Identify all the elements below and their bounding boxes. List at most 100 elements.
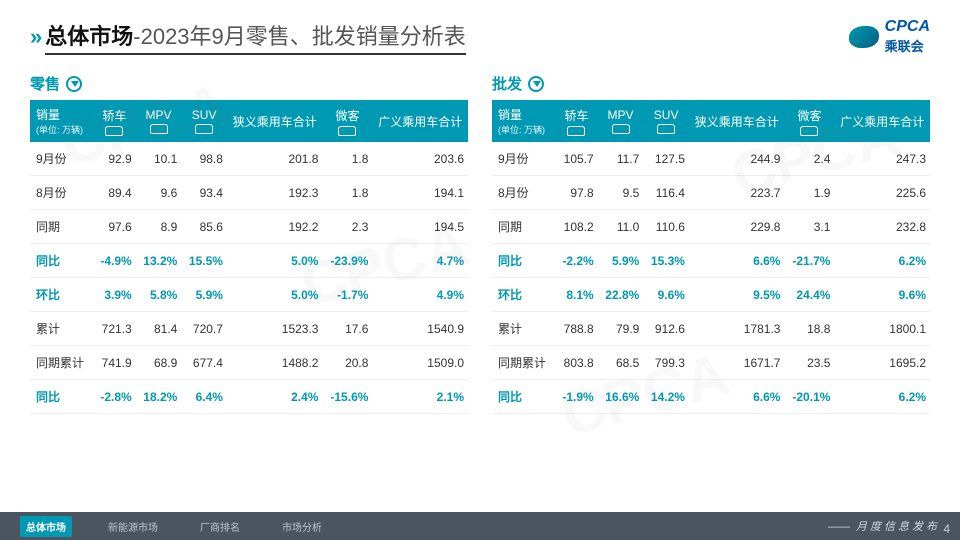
data-cell: -23.9% (322, 244, 372, 278)
column-header: MPV (598, 100, 644, 142)
data-cell: 6.6% (689, 244, 785, 278)
table-row: 同比-2.2%5.9%15.3%6.6%-21.7%6.2% (492, 244, 930, 278)
table-row: 环比3.9%5.8%5.9%5.0%-1.7%4.9% (30, 278, 468, 312)
data-cell: 720.7 (181, 312, 227, 346)
header-unit: 销量(单位: 万辆) (492, 100, 555, 142)
table-row: 累计721.381.4720.71523.317.61540.9 (30, 312, 468, 346)
data-cell: 5.0% (227, 278, 323, 312)
data-cell: 799.3 (643, 346, 689, 380)
car-icon (150, 124, 168, 134)
data-cell: 229.8 (689, 210, 785, 244)
data-cell: 97.8 (555, 176, 598, 210)
data-cell: 10.1 (136, 142, 182, 176)
data-cell: 1540.9 (372, 312, 468, 346)
data-cell: 9.6 (136, 176, 182, 210)
data-cell: 18.8 (784, 312, 834, 346)
row-label: 同比 (30, 244, 93, 278)
footer-bar: 总体市场新能源市场厂商排名市场分析 月度信息发布 (0, 512, 960, 540)
row-label: 同比 (492, 244, 555, 278)
data-cell: 22.8% (598, 278, 644, 312)
column-header: 微客 (322, 100, 372, 142)
car-icon (338, 126, 356, 136)
data-cell: 1781.3 (689, 312, 785, 346)
data-cell: 1671.7 (689, 346, 785, 380)
data-cell: 81.4 (136, 312, 182, 346)
data-cell: 244.9 (689, 142, 785, 176)
row-label: 环比 (30, 278, 93, 312)
table-row: 同期97.68.985.6192.22.3194.5 (30, 210, 468, 244)
cpca-logo-icon (849, 26, 879, 48)
data-cell: 721.3 (93, 312, 136, 346)
nav-tabs: 总体市场 新能源市场 厂商排名 市场分析 (20, 516, 328, 537)
brand-logo: CPCA 乘联会 (849, 18, 930, 55)
row-label: 同比 (30, 380, 93, 414)
data-cell: 89.4 (93, 176, 136, 210)
data-cell: 5.8% (136, 278, 182, 312)
data-cell: 225.6 (834, 176, 930, 210)
header-unit: 销量(单位: 万辆) (30, 100, 93, 142)
table-row: 8月份89.49.693.4192.31.8194.1 (30, 176, 468, 210)
nav-tab[interactable]: 厂商排名 (194, 516, 246, 537)
data-cell: -1.7% (322, 278, 372, 312)
data-cell: 5.0% (227, 244, 323, 278)
data-cell: 6.6% (689, 380, 785, 414)
data-cell: 3.1 (784, 210, 834, 244)
data-cell: 127.5 (643, 142, 689, 176)
wholesale-panel: 批发 销量(单位: 万辆)轿车MPVSUV狭义乘用车合计微客广义乘用车合计9月份… (492, 73, 930, 414)
data-cell: 13.2% (136, 244, 182, 278)
column-header: SUV (643, 100, 689, 142)
data-cell: 788.8 (555, 312, 598, 346)
data-cell: 23.5 (784, 346, 834, 380)
panel-title: 批发 (492, 73, 930, 94)
data-cell: 2.4% (227, 380, 323, 414)
data-cell: 11.0 (598, 210, 644, 244)
logo-text: CPCA (885, 18, 930, 36)
data-cell: -21.7% (784, 244, 834, 278)
data-cell: 6.2% (834, 380, 930, 414)
data-cell: 2.1% (372, 380, 468, 414)
data-cell: 14.2% (643, 380, 689, 414)
page-title: 总体市场-2023年9月零售、批发销量分析表 (45, 19, 466, 55)
car-icon (800, 126, 818, 136)
data-cell: 1523.3 (227, 312, 323, 346)
data-cell: 4.7% (372, 244, 468, 278)
data-cell: -1.9% (555, 380, 598, 414)
down-arrow-icon (528, 76, 544, 92)
data-cell: 98.8 (181, 142, 227, 176)
page-number: 4 (943, 522, 950, 536)
data-cell: 4.9% (372, 278, 468, 312)
row-label: 9月份 (30, 142, 93, 176)
table-row: 累计788.879.9912.61781.318.81800.1 (492, 312, 930, 346)
data-cell: 232.8 (834, 210, 930, 244)
row-label: 环比 (492, 278, 555, 312)
data-cell: 247.3 (834, 142, 930, 176)
column-header: 轿车 (555, 100, 598, 142)
table-row: 同比-1.9%16.6%14.2%6.6%-20.1%6.2% (492, 380, 930, 414)
row-label: 8月份 (492, 176, 555, 210)
data-cell: 677.4 (181, 346, 227, 380)
data-cell: 18.2% (136, 380, 182, 414)
data-cell: 110.6 (643, 210, 689, 244)
data-cell: 116.4 (643, 176, 689, 210)
data-table: 销量(单位: 万辆)轿车MPVSUV狭义乘用车合计微客广义乘用车合计9月份92.… (30, 100, 468, 414)
data-table: 销量(单位: 万辆)轿车MPVSUV狭义乘用车合计微客广义乘用车合计9月份105… (492, 100, 930, 414)
data-cell: 1.8 (322, 142, 372, 176)
data-cell: -2.2% (555, 244, 598, 278)
nav-tab[interactable]: 总体市场 (20, 516, 72, 537)
row-label: 累计 (492, 312, 555, 346)
table-row: 同期累计803.868.5799.31671.723.51695.2 (492, 346, 930, 380)
car-icon (657, 124, 675, 134)
column-header: SUV (181, 100, 227, 142)
table-row: 环比8.1%22.8%9.6%9.5%24.4%9.6% (492, 278, 930, 312)
data-cell: 2.4 (784, 142, 834, 176)
row-label: 同期 (30, 210, 93, 244)
table-row: 8月份97.89.5116.4223.71.9225.6 (492, 176, 930, 210)
data-cell: 9.5 (598, 176, 644, 210)
row-label: 9月份 (492, 142, 555, 176)
panel-title: 零售 (30, 73, 468, 94)
data-cell: 105.7 (555, 142, 598, 176)
page-header: » 总体市场-2023年9月零售、批发销量分析表 CPCA 乘联会 (0, 0, 960, 63)
nav-tab[interactable]: 市场分析 (276, 516, 328, 537)
nav-tab[interactable]: 新能源市场 (102, 516, 164, 537)
column-header: 狭义乘用车合计 (689, 100, 785, 142)
